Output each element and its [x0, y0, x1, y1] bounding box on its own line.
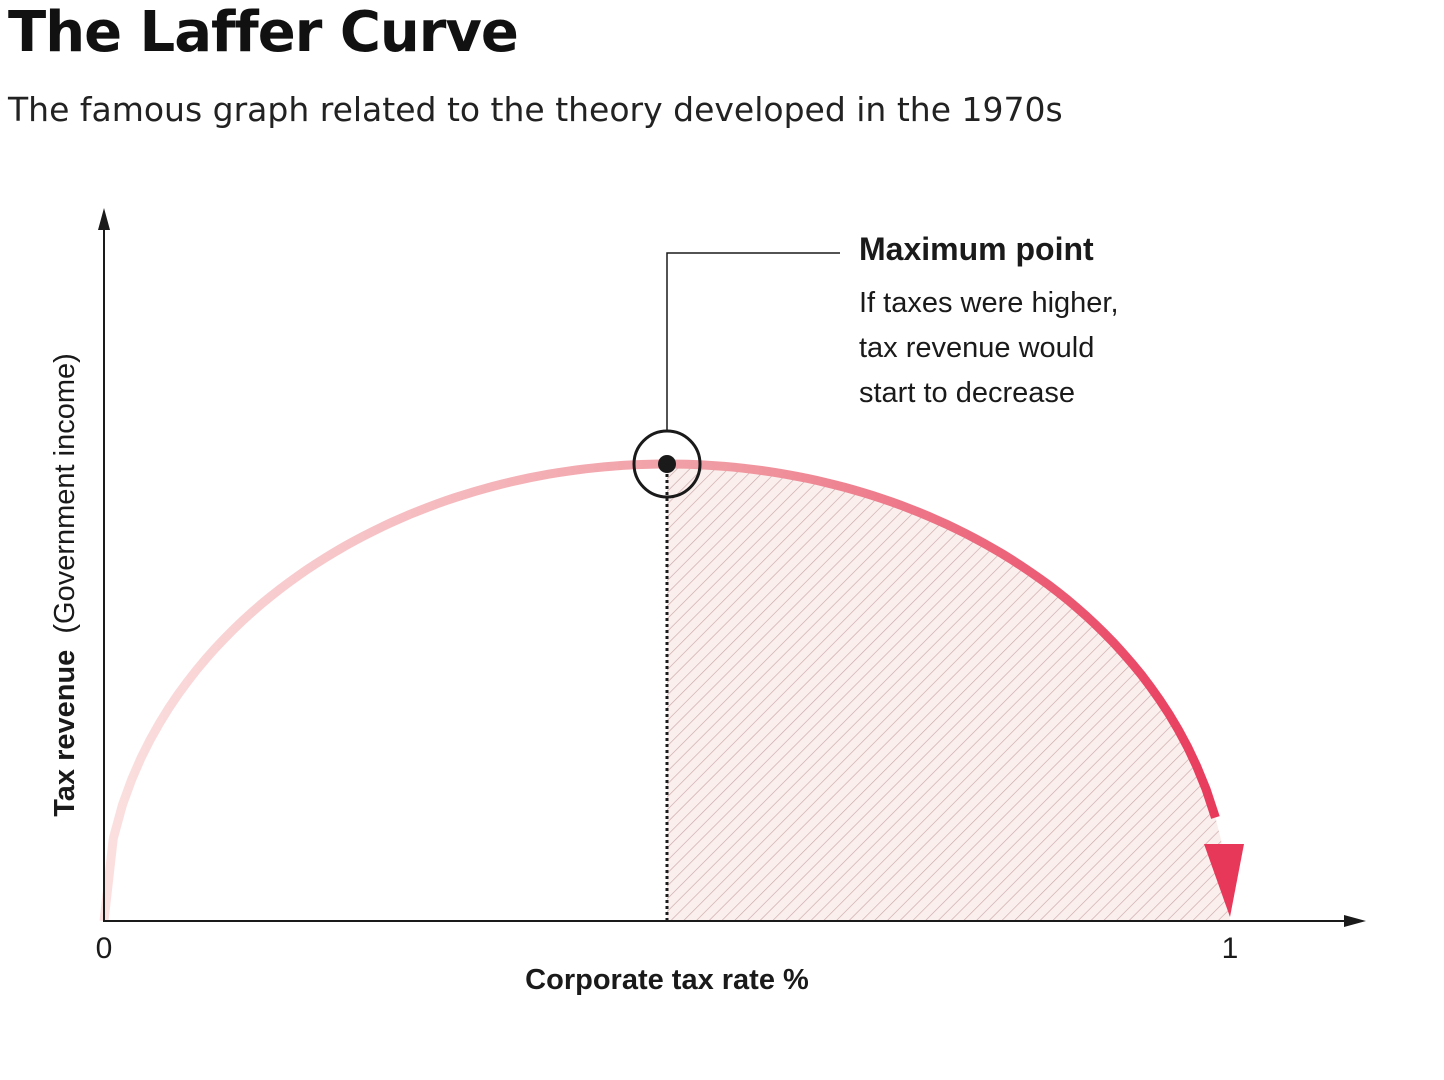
x-tick-label-1: 1: [1222, 932, 1239, 965]
curve-arrowhead: [1204, 844, 1244, 917]
y-axis-label-bold: Tax revenue: [49, 650, 81, 817]
annotation-line-3: start to decrease: [859, 377, 1075, 409]
y-axis-label-rest: (Government income): [49, 353, 81, 633]
x-tick-label-0: 0: [96, 932, 113, 965]
peak-point: [658, 455, 676, 473]
annotation-leader-line: [666, 252, 840, 431]
y-axis-arrow: [98, 208, 110, 230]
chart-title: The Laffer Curve: [8, 0, 519, 65]
hatched-area: [667, 464, 1230, 921]
chart-subtitle: The famous graph related to the theory d…: [8, 90, 1063, 129]
annotation-line-2: tax revenue would: [859, 332, 1094, 364]
annotation-line-1: If taxes were higher,: [859, 287, 1119, 319]
annotation-title: Maximum point: [859, 231, 1094, 267]
x-axis-arrow: [1344, 915, 1366, 927]
x-axis-label: Corporate tax rate %: [525, 964, 809, 996]
y-axis-label: Tax revenue (Government income): [49, 353, 81, 817]
